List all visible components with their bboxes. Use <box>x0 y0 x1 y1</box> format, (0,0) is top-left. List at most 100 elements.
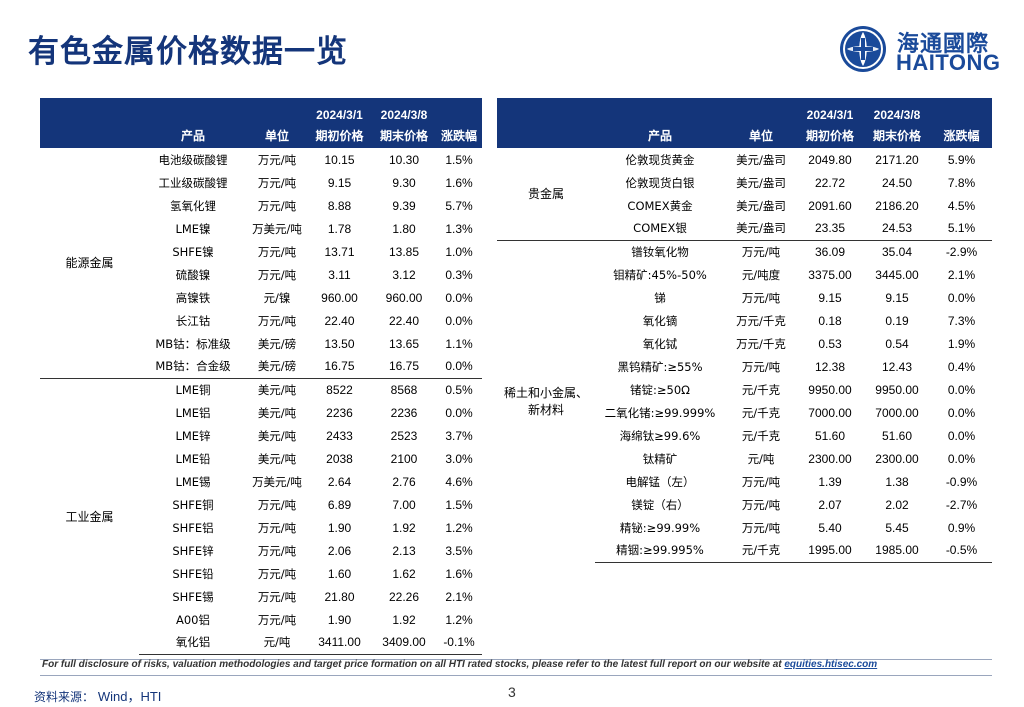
close-price: 3445.00 <box>875 267 919 282</box>
product-name: LME铅 <box>175 451 211 466</box>
table-row: 氧化铽 万元/千克 0.53 0.54 1.9% <box>497 332 992 355</box>
unit: 美元/吨 <box>247 377 307 401</box>
unit: 元/千克 <box>725 539 797 563</box>
price-change: 3.0% <box>445 451 473 466</box>
left-table-body: 能源金属 电池级碳酸锂 万元/吨 10.15 10.30 1.5% 工业级碳酸锂 万元/吨 9.… <box>40 148 482 655</box>
unit: 美元/磅 <box>257 336 297 351</box>
product-name: 氢氧化锂 <box>170 198 216 213</box>
table-row: 能源金属 电池级碳酸锂 万元/吨 10.15 10.30 1.5% <box>40 148 482 271</box>
product-name: 电解锰（左） <box>625 474 695 489</box>
product-name: 高镍铁 <box>175 290 211 305</box>
product-name: LME锡 <box>175 474 211 489</box>
close-price: 5.45 <box>885 520 909 535</box>
product-name: 伦敦现货白银 <box>625 175 695 190</box>
website-link[interactable]: equities.htisec.com <box>784 659 878 670</box>
unit: 万元/吨 <box>257 244 297 259</box>
close-price: 2.02 <box>885 497 909 512</box>
open-price: 3375.00 <box>808 267 852 282</box>
table-row: LME锡 万美元/吨 2.64 2.76 4.6% <box>40 470 482 493</box>
table-row: 工业金属 LME铜 美元/吨 8522 8568 0.5% <box>40 377 482 654</box>
product-name: 镁锭（右） <box>631 497 689 512</box>
open-price: 10.15 <box>324 152 355 167</box>
close-price: 13.85 <box>388 244 420 259</box>
unit: 万美元/吨 <box>252 221 302 236</box>
logo-name-cn: 海通國際 <box>897 32 990 57</box>
table-row: 锗锭:≥50Ω 元/千克 9950.00 9950.00 0.0% <box>497 378 992 401</box>
header-date-start: 2024/3/1 <box>797 98 863 123</box>
unit: 万美元/吨 <box>252 474 302 489</box>
close-price: 1.38 <box>885 474 909 489</box>
price-change: 4.5% <box>947 198 976 213</box>
page-title: 有色金属价格数据一览 <box>28 34 348 70</box>
header-unit: 单位 <box>247 123 307 148</box>
open-price: 7000.00 <box>808 405 852 420</box>
open-price: 6.89 <box>327 497 352 512</box>
product-name: LME锌 <box>175 428 211 443</box>
table-row: SHFE锌 万元/吨 2.06 2.13 3.5% <box>40 539 482 562</box>
price-change: 0.4% <box>947 359 976 374</box>
price-change: -0.9% <box>945 474 978 489</box>
table-row: 稀土和小金属、新材料 镨钕氧化物 万元/吨 36.09 35.04 -2.9% <box>497 239 992 562</box>
open-price: 1.78 <box>327 221 352 236</box>
close-price: 1.92 <box>392 612 416 627</box>
data-source: 资料来源： Wind，HTI <box>34 686 161 705</box>
close-price: 3409.00 <box>372 631 436 655</box>
price-change: -0.5% <box>931 539 992 563</box>
open-price: 36.09 <box>797 239 863 263</box>
open-price: 2.06 <box>327 543 352 558</box>
price-change: 0.0% <box>947 405 976 420</box>
price-change: 1.2% <box>445 520 473 535</box>
unit: 美元/盎司 <box>736 152 786 167</box>
price-change: 2.1% <box>947 267 976 282</box>
product-name: SHFE镍 <box>172 244 214 259</box>
price-change: 0.0% <box>445 313 473 328</box>
open-price: 51.60 <box>814 428 846 443</box>
open-price: 3411.00 <box>307 631 372 655</box>
close-price: 2171.20 <box>875 152 919 167</box>
close-price: 9.39 <box>392 198 416 213</box>
close-price: 2100 <box>390 451 418 466</box>
close-price: 9950.00 <box>875 382 919 397</box>
price-change: 0.0% <box>445 290 473 305</box>
product-name: 锑 <box>654 290 666 305</box>
open-price: 12.38 <box>814 359 846 374</box>
unit: 万元/千克 <box>736 313 786 328</box>
price-change: 0.0% <box>947 382 976 397</box>
product-name: 硫酸镍 <box>175 267 211 282</box>
unit: 美元/吨 <box>257 405 297 420</box>
left-price-table: 2024/3/1 2024/3/8 产品 单位 期初价格 期末价格 涨跌幅 能源… <box>40 98 482 655</box>
table-row: 氢氧化锂 万元/吨 8.88 9.39 5.7% <box>40 194 482 217</box>
open-price: 13.71 <box>324 244 355 259</box>
product-name: SHFE铜 <box>172 497 214 512</box>
close-price: 0.19 <box>885 313 909 328</box>
open-price: 22.72 <box>814 175 846 190</box>
open-price: 2236 <box>326 405 353 420</box>
open-price: 21.80 <box>324 589 355 604</box>
unit: 万元/吨 <box>257 612 297 627</box>
unit: 美元/盎司 <box>736 175 786 190</box>
table-row: COMEX银 美元/盎司 23.35 24.53 5.1% <box>497 217 992 240</box>
close-price: 16.75 <box>388 359 420 374</box>
open-price: 1995.00 <box>797 539 863 563</box>
product-name: SHFE锡 <box>172 589 214 604</box>
open-price: 1.60 <box>327 566 352 581</box>
close-price: 24.50 <box>881 175 913 190</box>
unit: 万元/吨 <box>741 497 781 512</box>
header-product: 产品 <box>139 123 247 148</box>
table-row: 镁锭（右） 万元/吨 2.07 2.02 -2.7% <box>497 493 992 516</box>
close-price: 960.00 <box>385 290 423 305</box>
open-price: 3.11 <box>328 267 351 282</box>
right-table-body: 贵金属 伦敦现货黄金 美元/盎司 2049.80 2171.20 5.9% 伦敦现货白银 美元… <box>497 148 992 563</box>
right-price-table: 2024/3/1 2024/3/8 产品 单位 期初价格 期末价格 涨跌幅 贵金… <box>497 98 992 563</box>
open-price: 2038 <box>326 451 353 466</box>
unit: 万元/吨 <box>741 520 781 535</box>
price-change: 7.3% <box>947 313 976 328</box>
table-row: 氧化铝 元/吨 3411.00 3409.00 -0.1% <box>40 631 482 655</box>
price-change: 0.0% <box>445 359 473 374</box>
open-price: 2091.60 <box>808 198 852 213</box>
close-price: 2186.20 <box>875 198 919 213</box>
unit: 元/吨 <box>247 631 307 655</box>
close-price: 13.65 <box>388 336 420 351</box>
close-price: 51.60 <box>881 428 913 443</box>
close-price: 7000.00 <box>875 405 919 420</box>
